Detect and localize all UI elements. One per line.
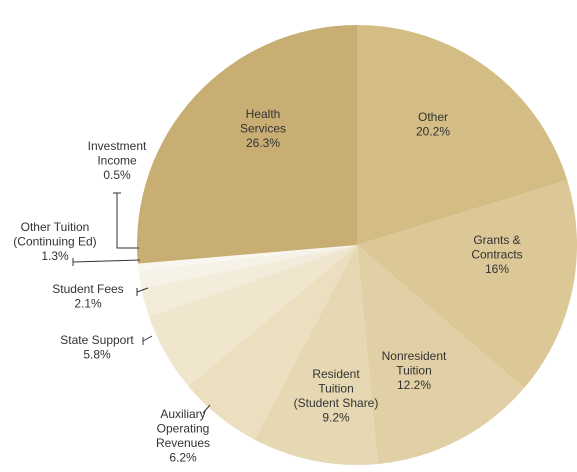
- slice-label: Student Fees: [52, 282, 123, 296]
- value-label: 5.8%: [83, 348, 111, 362]
- value-label: 20.2%: [416, 125, 450, 139]
- slice-label: Health Services: [240, 107, 286, 136]
- value-label: 1.3%: [41, 249, 69, 263]
- slice-label: Grants & Contracts: [471, 233, 522, 262]
- slice-label: Other: [418, 110, 448, 124]
- value-label: 9.2%: [322, 411, 350, 425]
- slice-label: Other Tuition (Continuing Ed): [13, 220, 96, 249]
- slice-label: Investment Income: [88, 139, 147, 168]
- leader-line: [136, 287, 149, 296]
- value-label: 6.2%: [169, 451, 197, 465]
- pie: [137, 25, 577, 465]
- value-label: 12.2%: [397, 378, 431, 392]
- pie-slice: [137, 25, 357, 264]
- leader-line: [113, 192, 139, 249]
- pie-slice: [357, 245, 525, 465]
- pie-slice: [137, 245, 357, 271]
- leader-line: [72, 258, 141, 266]
- value-label: 2.1%: [74, 297, 102, 311]
- slice-label: State Support: [60, 333, 134, 347]
- pie-slice: [357, 25, 568, 245]
- value-label: 0.5%: [103, 168, 131, 182]
- slice-label: Nonresident Tuition: [382, 349, 447, 378]
- value-label: 26.3%: [246, 136, 280, 150]
- leader-line: [202, 404, 211, 414]
- slice-label: Auxiliary Operating Revenues: [156, 407, 210, 450]
- pie-slice: [138, 245, 357, 289]
- slice-label: Resident Tuition (Student Share): [294, 367, 379, 410]
- leader-line: [142, 335, 153, 345]
- pie-slice: [188, 245, 357, 440]
- pie-slice: [357, 180, 577, 389]
- pie-slice: [254, 245, 378, 465]
- value-label: 16%: [485, 262, 509, 276]
- pie-slice: [141, 245, 357, 317]
- pie-slice: [148, 245, 357, 387]
